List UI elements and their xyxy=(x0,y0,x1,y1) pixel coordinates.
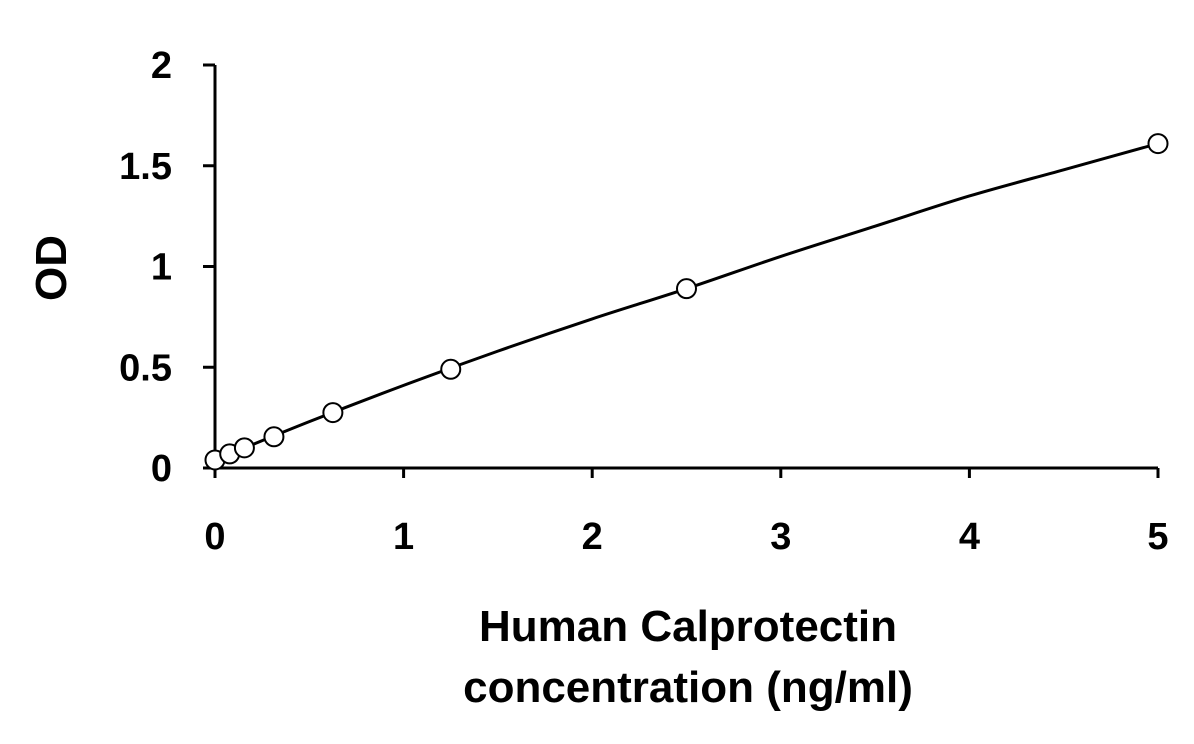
y-tick-label: 1.5 xyxy=(119,146,172,188)
x-tick-label: 5 xyxy=(1147,516,1168,558)
data-points xyxy=(204,133,1169,471)
y-tick-label: 0.5 xyxy=(119,347,172,389)
x-tick-label: 0 xyxy=(204,516,225,558)
x-tick-label: 2 xyxy=(582,516,603,558)
data-point xyxy=(233,437,255,459)
x-tick-label: 3 xyxy=(770,516,791,558)
y-tick-label: 0 xyxy=(151,448,172,490)
x-axis-title-line-2: concentration (ng/ml) xyxy=(463,663,913,712)
y-axis-title: OD xyxy=(27,235,76,301)
y-tick-label: 1 xyxy=(151,247,172,289)
data-point xyxy=(322,402,344,424)
x-tick-label: 1 xyxy=(393,516,414,558)
x-axis-title-line-1: Human Calprotectin xyxy=(479,602,897,651)
x-ticks: 0 1 2 3 4 5 xyxy=(204,468,1169,558)
data-point xyxy=(676,278,697,300)
x-tick-label: 4 xyxy=(959,516,980,558)
data-point xyxy=(440,358,462,380)
data-point xyxy=(1147,133,1169,155)
fit-curve xyxy=(214,142,1159,462)
axes xyxy=(213,65,1158,470)
fit-curve-group xyxy=(214,142,1159,462)
y-tick-label: 2 xyxy=(151,45,172,87)
y-ticks: 0 0.5 1 1.5 2 xyxy=(119,45,215,490)
data-point xyxy=(263,426,285,448)
